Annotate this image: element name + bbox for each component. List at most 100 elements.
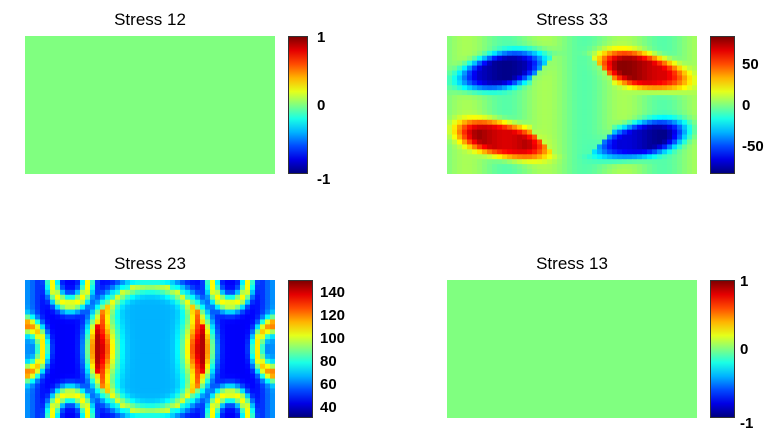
heatmap-cell: [35, 324, 41, 330]
heatmap-cell: [502, 80, 508, 86]
heatmap-cell: [165, 398, 171, 404]
heatmap-cell: [180, 373, 186, 380]
heatmap-cell: [592, 45, 598, 52]
heatmap-cell: [532, 85, 538, 91]
heatmap-cell: [447, 65, 453, 72]
heatmap-cell: [602, 90, 608, 96]
heatmap-cell: [260, 408, 266, 414]
heatmap-cell: [552, 70, 558, 77]
heatmap-cell: [245, 319, 251, 325]
heatmap-cell: [577, 40, 583, 47]
heatmap-cell: [105, 353, 111, 360]
heatmap-cell: [35, 344, 41, 350]
heatmap-cell: [687, 90, 693, 96]
heatmap-cell: [467, 164, 473, 170]
heatmap-cell: [80, 314, 86, 321]
heatmap-cell: [225, 304, 231, 311]
heatmap-cell: [85, 373, 91, 380]
heatmap-cell: [542, 164, 548, 170]
heatmap-cell: [100, 324, 106, 330]
heatmap-cell: [467, 45, 473, 52]
heatmap-cell: [80, 413, 86, 418]
heatmap-cell: [452, 80, 458, 86]
heatmap-cell: [145, 413, 151, 418]
heatmap-cell: [190, 373, 196, 380]
heatmap-cell: [617, 169, 623, 174]
heatmap-cell: [50, 324, 56, 330]
heatmap-cell: [200, 398, 206, 404]
heatmap-cell: [220, 398, 226, 404]
heatmap-cell: [502, 36, 508, 42]
heatmap-cell: [215, 368, 221, 375]
colorbar-stress-23: [288, 280, 313, 418]
heatmap-cell: [492, 55, 498, 62]
heatmap-cell: [235, 373, 241, 380]
heatmap-cell: [492, 90, 498, 96]
heatmap-cell: [612, 119, 618, 126]
heatmap-cell: [482, 90, 488, 96]
heatmap-cell: [235, 329, 241, 335]
heatmap-cell: [115, 398, 121, 404]
heatmap-cell: [537, 114, 543, 121]
heatmap-cell: [100, 294, 106, 301]
heatmap-cell: [145, 344, 151, 350]
heatmap-cell: [647, 114, 653, 121]
heatmap-cell: [165, 294, 171, 301]
heatmap-cell: [452, 159, 458, 165]
heatmap-cell: [557, 65, 563, 72]
heatmap-cell: [145, 408, 151, 414]
heatmap-cell: [612, 169, 618, 174]
heatmap-cell: [240, 413, 246, 418]
heatmap-cell: [270, 403, 275, 409]
heatmap-cell: [190, 349, 196, 355]
heatmap-cell: [250, 383, 256, 390]
heatmap-cell: [80, 349, 86, 355]
heatmap-cell: [120, 324, 126, 330]
heatmap-cell: [225, 363, 231, 370]
heatmap-cell: [537, 105, 543, 111]
heatmap-cell: [95, 280, 101, 286]
heatmap-cell: [120, 304, 126, 311]
heatmap-cell: [160, 349, 166, 355]
heatmap-cell: [492, 70, 498, 77]
heatmap-cell: [472, 105, 478, 111]
heatmap-cell: [572, 36, 578, 42]
heatmap-cell: [667, 70, 673, 77]
heatmap-cell: [230, 344, 236, 350]
heatmap-cell: [50, 344, 56, 350]
heatmap-cell: [205, 378, 211, 385]
heatmap-cell: [55, 309, 61, 316]
heatmap-cell: [502, 55, 508, 62]
heatmap-cell: [75, 339, 81, 345]
heatmap-cell: [517, 50, 523, 57]
heatmap-cell: [160, 280, 166, 286]
heatmap-cell: [250, 304, 256, 311]
heatmap-cell: [602, 80, 608, 86]
heatmap-cell: [617, 95, 623, 101]
heatmap-cell: [250, 368, 256, 375]
heatmap-cell: [632, 75, 638, 81]
heatmap-cell: [80, 299, 86, 306]
heatmap-cell: [115, 363, 121, 370]
heatmap-cell: [65, 403, 71, 409]
heatmap-cell: [45, 353, 51, 360]
heatmap-cell: [255, 413, 261, 418]
heatmap-cell: [270, 314, 275, 321]
heatmap-cell: [507, 119, 513, 126]
heatmap-cell: [462, 70, 468, 77]
heatmap-cell: [95, 314, 101, 321]
heatmap-cell: [517, 45, 523, 52]
heatmap-cell: [492, 124, 498, 131]
heatmap-cell: [597, 159, 603, 165]
heatmap-cell: [250, 358, 256, 365]
heatmap-cell: [577, 50, 583, 57]
heatmap-cell: [692, 105, 697, 111]
heatmap-cell: [577, 45, 583, 52]
heatmap-cell: [100, 413, 106, 418]
heatmap-cell: [552, 159, 558, 165]
heatmap-cell: [215, 393, 221, 399]
heatmap-cell: [185, 324, 191, 330]
heatmap-cell: [180, 289, 186, 296]
heatmap-cell: [677, 40, 683, 47]
heatmap-cell: [672, 65, 678, 72]
